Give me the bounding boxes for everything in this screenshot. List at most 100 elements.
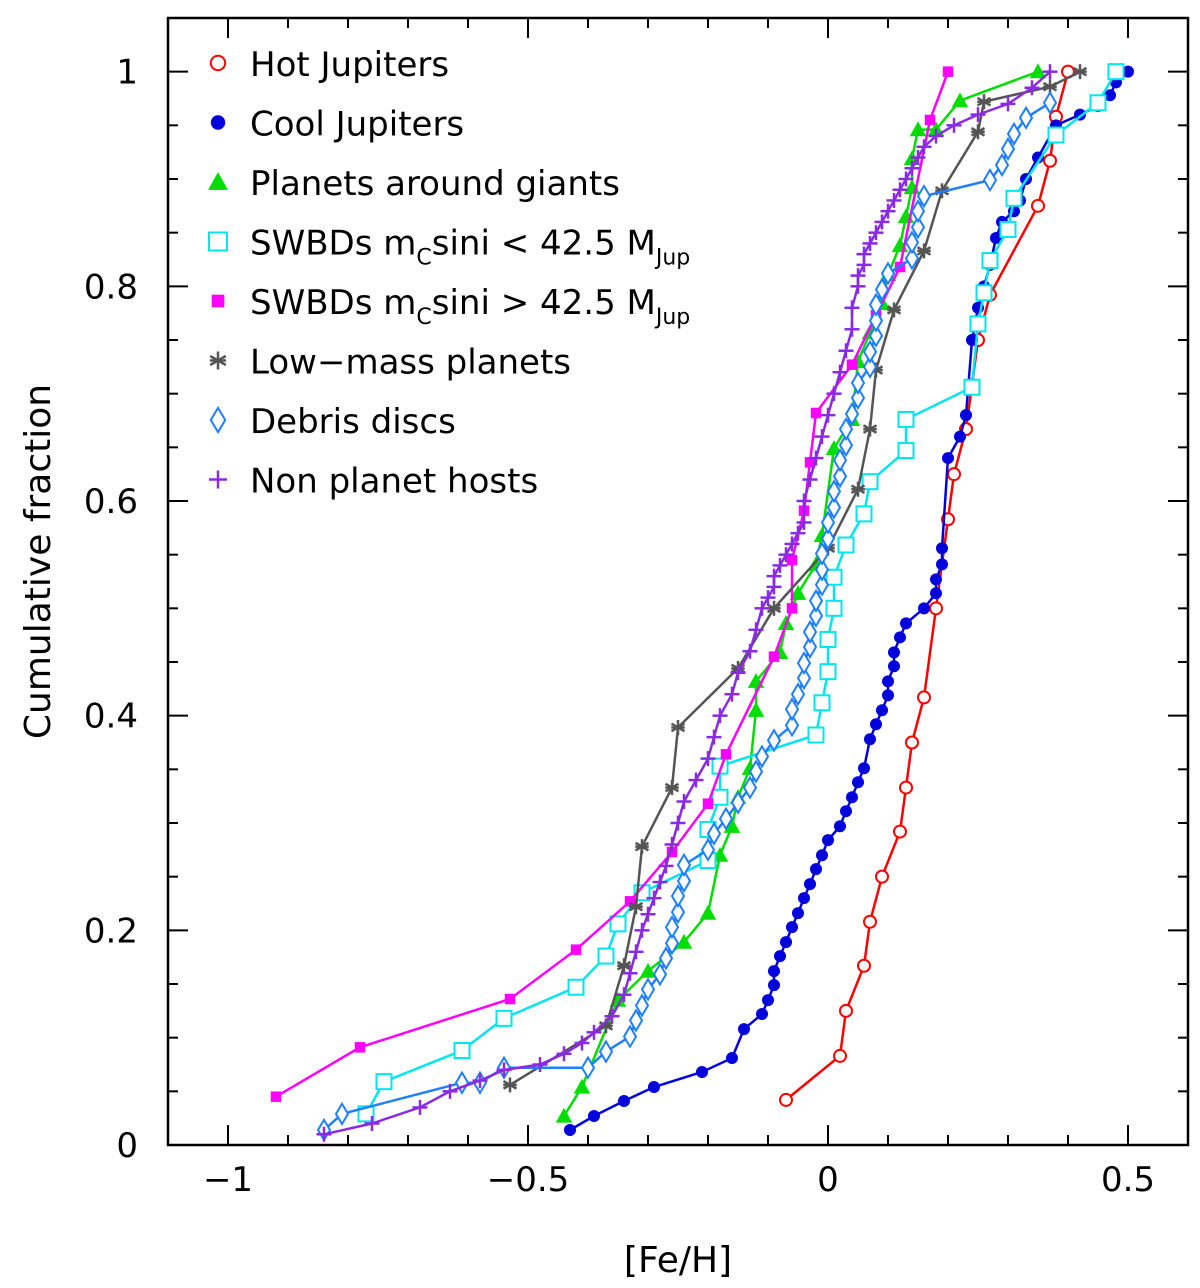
data-point-non-planet-hosts	[778, 547, 794, 563]
data-point-non-planet-hosts	[766, 568, 782, 584]
data-point-debris-discs	[808, 588, 824, 613]
data-point-non-planet-hosts	[586, 1024, 602, 1040]
data-point-cool-jupiters	[960, 409, 972, 422]
legend-label-hot-jupiters: Hot Jupiters	[250, 45, 449, 85]
data-point-non-planet-hosts	[364, 1116, 380, 1132]
data-point-debris-discs	[676, 852, 692, 877]
data-point-non-planet-hosts	[712, 708, 728, 724]
data-point-cool-jupiters	[1032, 151, 1044, 164]
data-point-debris-discs	[904, 246, 920, 271]
data-point-debris-discs	[622, 1024, 638, 1049]
data-point-debris-discs	[796, 666, 812, 691]
data-point-swbds-mcsini-42-5-mjup	[861, 473, 879, 491]
data-point-swbds-mcsini-42-5-mjup	[1089, 94, 1107, 112]
legend-label-non-planet-hosts: Non planet hosts	[250, 462, 538, 502]
data-point-low-mass-planets	[976, 94, 992, 110]
data-point-swbds-mcsini-42-5-mjup	[999, 220, 1017, 238]
y-tick-label: 0.4	[84, 697, 138, 737]
data-point-cool-jupiters	[756, 1008, 768, 1021]
data-point-debris-discs	[664, 915, 680, 940]
data-point-cool-jupiters	[852, 776, 864, 789]
data-point-swbds-mcsini-42-5-mjup	[786, 603, 798, 614]
data-point-planets-around-giants	[747, 702, 765, 717]
data-point-non-planet-hosts	[796, 514, 812, 530]
data-point-non-planet-hosts	[604, 1008, 620, 1024]
data-point-planets-around-giants	[951, 92, 969, 108]
data-point-debris-discs	[994, 152, 1010, 178]
data-point-cool-jupiters	[564, 1123, 576, 1136]
data-point-hot-jupiters	[899, 780, 913, 795]
legend-item-debris-discs: Debris discs	[209, 402, 456, 442]
data-point-non-planet-hosts	[838, 343, 854, 359]
data-point-debris-discs	[826, 479, 842, 504]
data-point-non-planet-hosts	[886, 192, 902, 208]
data-point-non-planet-hosts	[844, 300, 860, 316]
data-point-non-planet-hosts	[652, 874, 668, 890]
data-point-swbds-mcsini-42-5-mjup	[567, 978, 585, 996]
data-point-non-planet-hosts	[946, 117, 962, 133]
x-tick-label: 0.5	[1101, 1160, 1155, 1200]
data-point-cool-jupiters	[618, 1094, 630, 1107]
legend: Hot Jupiters Cool Jupiters Planets around …	[208, 45, 690, 502]
data-point-planets-around-giants	[723, 817, 741, 833]
data-point-low-mass-planets	[970, 124, 986, 140]
data-point-planets-around-giants	[639, 962, 657, 978]
legend-label-swbds-mcsini-42-5-mjup: SWBDs mCsini > 42.5 MJup	[250, 283, 690, 330]
data-point-debris-discs	[730, 790, 746, 815]
data-point-non-planet-hosts	[904, 160, 920, 176]
data-point-debris-discs	[832, 464, 848, 489]
data-point-non-planet-hosts	[628, 944, 644, 960]
x-tick-label: −0.5	[487, 1160, 570, 1200]
data-point-debris-discs	[796, 650, 812, 676]
data-point-debris-discs	[628, 1008, 644, 1033]
data-point-cool-jupiters	[936, 558, 948, 571]
legend-marker-non-planet-hosts	[209, 470, 227, 489]
data-point-debris-discs	[862, 339, 878, 364]
data-point-non-planet-hosts	[688, 772, 704, 788]
data-point-swbds-mcsini-42-5-mjup	[354, 1042, 366, 1053]
data-point-cool-jupiters	[888, 646, 900, 659]
data-point-cool-jupiters	[870, 718, 882, 731]
data-point-non-planet-hosts	[706, 729, 722, 745]
series-line-cool-jupiters	[569, 70, 1129, 1132]
data-point-non-planet-hosts	[574, 1035, 590, 1051]
data-point-debris-discs	[754, 744, 770, 769]
data-point-debris-discs	[706, 821, 722, 846]
data-point-non-planet-hosts	[760, 590, 776, 606]
data-point-non-planet-hosts	[496, 1062, 512, 1078]
data-point-debris-discs	[598, 1039, 614, 1064]
data-point-hot-jupiters	[857, 958, 871, 973]
data-point-non-planet-hosts	[802, 472, 818, 488]
data-point-debris-discs	[1042, 90, 1058, 115]
x-tick-label: 0	[817, 1160, 839, 1200]
data-point-swbds-mcsini-42-5-mjup	[504, 993, 516, 1005]
legend-item-low-mass-planets: Low−mass planets	[209, 343, 571, 383]
data-point-non-planet-hosts	[442, 1083, 458, 1099]
data-point-swbds-mcsini-42-5-mjup	[819, 663, 837, 681]
legend-item-non-planet-hosts: Non planet hosts	[209, 462, 538, 502]
data-point-cool-jupiters	[786, 921, 798, 934]
data-point-cool-jupiters	[774, 950, 786, 963]
data-point-non-planet-hosts	[928, 128, 944, 144]
data-point-low-mass-planets	[916, 243, 932, 259]
data-point-swbds-mcsini-42-5-mjup	[846, 359, 858, 370]
data-point-cool-jupiters	[588, 1110, 600, 1123]
plot-frame	[166, 16, 1190, 1147]
data-point-non-planet-hosts	[676, 794, 692, 810]
data-point-cool-jupiters	[804, 878, 816, 891]
series-line-low-mass-planets	[509, 70, 1081, 1086]
data-point-non-planet-hosts	[724, 686, 740, 702]
data-point-debris-discs	[802, 634, 818, 660]
data-point-hot-jupiters	[905, 735, 919, 750]
data-point-swbds-mcsini-42-5-mjup	[981, 252, 999, 270]
data-point-debris-discs	[802, 619, 818, 645]
data-point-debris-discs	[814, 557, 830, 582]
data-point-debris-discs	[838, 433, 854, 458]
data-point-swbds-mcsini-42-5-mjup	[453, 1042, 471, 1060]
data-point-non-planet-hosts	[1042, 64, 1058, 80]
data-point-debris-discs	[868, 292, 884, 317]
x-tick-label: −1	[203, 1160, 253, 1200]
data-point-non-planet-hosts	[820, 407, 836, 423]
data-point-non-planet-hosts	[814, 429, 830, 445]
legend-item-swbds-mcsini-42-5-mjup: SWBDs mCsini < 42.5 MJup	[208, 224, 690, 271]
